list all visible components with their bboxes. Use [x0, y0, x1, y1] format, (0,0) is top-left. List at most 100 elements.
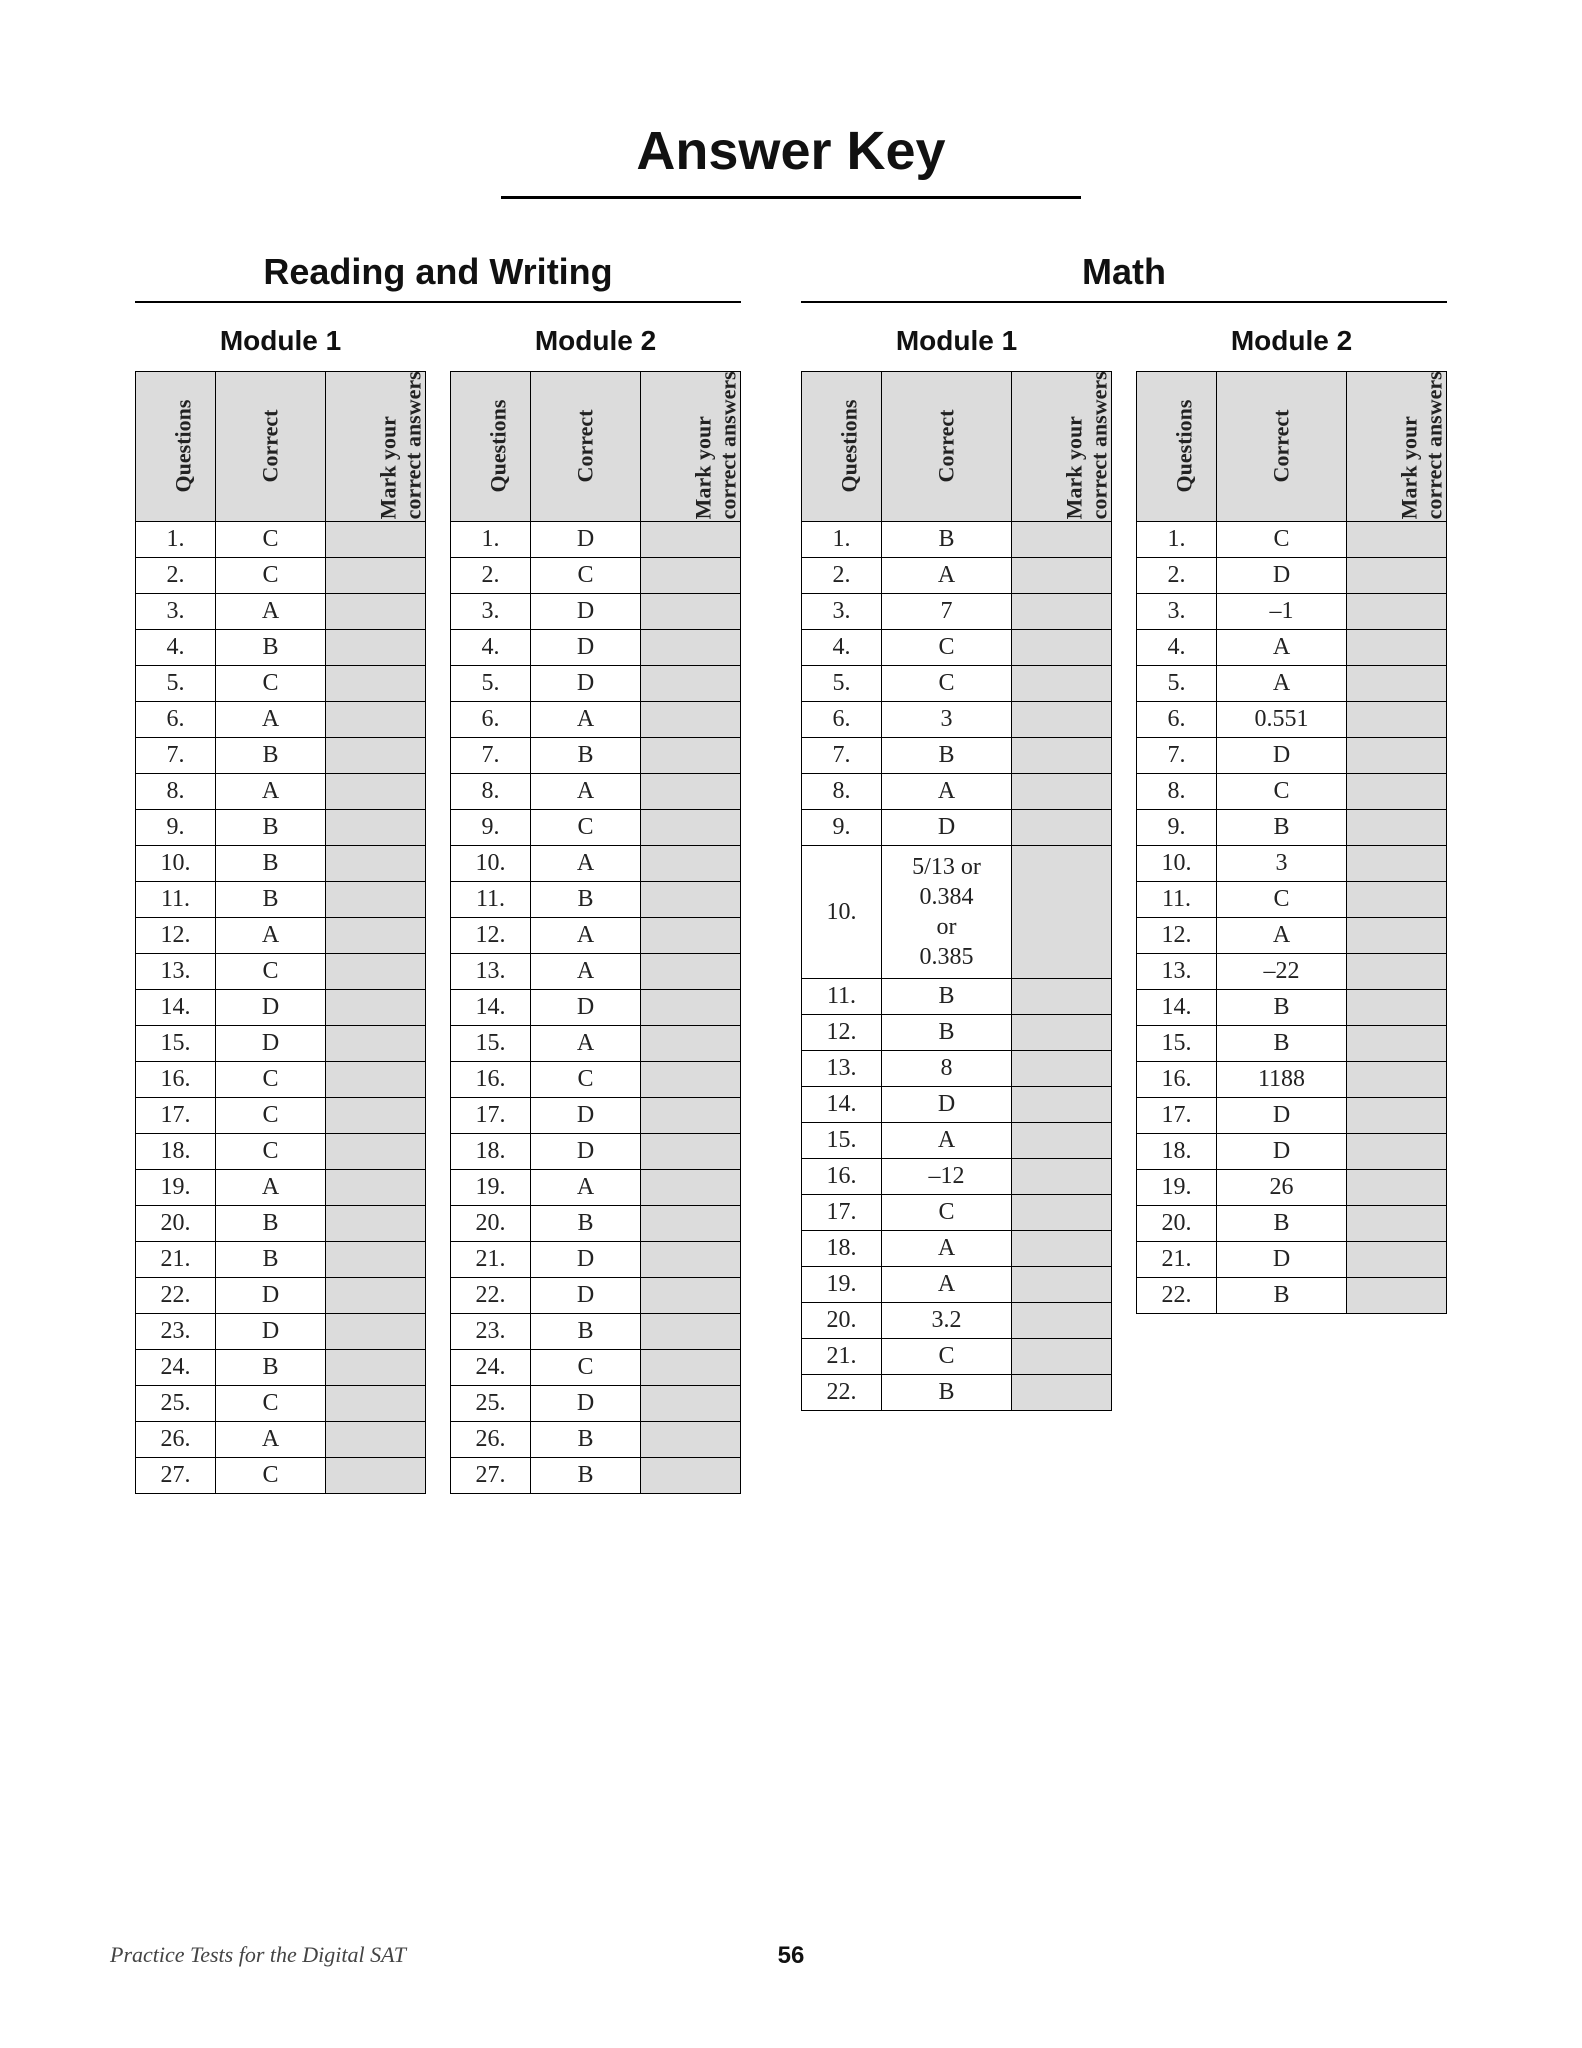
- cell-mark-answer[interactable]: [1012, 702, 1112, 738]
- cell-mark-answer[interactable]: [326, 1314, 426, 1350]
- cell-mark-answer[interactable]: [326, 630, 426, 666]
- cell-mark-answer[interactable]: [1347, 1134, 1447, 1170]
- cell-mark-answer[interactable]: [641, 954, 741, 990]
- cell-mark-answer[interactable]: [641, 1170, 741, 1206]
- cell-mark-answer[interactable]: [1347, 990, 1447, 1026]
- cell-mark-answer[interactable]: [1012, 666, 1112, 702]
- cell-mark-answer[interactable]: [326, 522, 426, 558]
- cell-mark-answer[interactable]: [1012, 558, 1112, 594]
- cell-mark-answer[interactable]: [1012, 1339, 1112, 1375]
- cell-mark-answer[interactable]: [326, 1062, 426, 1098]
- cell-mark-answer[interactable]: [1012, 810, 1112, 846]
- cell-mark-answer[interactable]: [1347, 846, 1447, 882]
- cell-mark-answer[interactable]: [326, 1350, 426, 1386]
- cell-mark-answer[interactable]: [1012, 774, 1112, 810]
- cell-mark-answer[interactable]: [1347, 594, 1447, 630]
- cell-mark-answer[interactable]: [641, 1458, 741, 1494]
- cell-mark-answer[interactable]: [641, 774, 741, 810]
- cell-mark-answer[interactable]: [1347, 774, 1447, 810]
- cell-mark-answer[interactable]: [1347, 666, 1447, 702]
- cell-mark-answer[interactable]: [1012, 1267, 1112, 1303]
- cell-mark-answer[interactable]: [1012, 1159, 1112, 1195]
- cell-mark-answer[interactable]: [326, 1134, 426, 1170]
- cell-mark-answer[interactable]: [1012, 979, 1112, 1015]
- cell-mark-answer[interactable]: [641, 1098, 741, 1134]
- cell-mark-answer[interactable]: [326, 1422, 426, 1458]
- cell-mark-answer[interactable]: [641, 666, 741, 702]
- cell-mark-answer[interactable]: [1347, 1278, 1447, 1314]
- cell-mark-answer[interactable]: [326, 1170, 426, 1206]
- cell-mark-answer[interactable]: [641, 594, 741, 630]
- cell-mark-answer[interactable]: [1347, 1170, 1447, 1206]
- cell-mark-answer[interactable]: [326, 954, 426, 990]
- cell-mark-answer[interactable]: [1347, 1242, 1447, 1278]
- cell-mark-answer[interactable]: [641, 918, 741, 954]
- cell-mark-answer[interactable]: [1012, 1087, 1112, 1123]
- cell-mark-answer[interactable]: [641, 630, 741, 666]
- cell-mark-answer[interactable]: [641, 738, 741, 774]
- cell-mark-answer[interactable]: [326, 1098, 426, 1134]
- cell-mark-answer[interactable]: [1347, 1062, 1447, 1098]
- cell-mark-answer[interactable]: [1012, 738, 1112, 774]
- cell-mark-answer[interactable]: [1012, 1375, 1112, 1411]
- cell-mark-answer[interactable]: [1347, 1098, 1447, 1134]
- cell-mark-answer[interactable]: [1012, 1303, 1112, 1339]
- cell-mark-answer[interactable]: [326, 1386, 426, 1422]
- cell-mark-answer[interactable]: [326, 810, 426, 846]
- cell-mark-answer[interactable]: [1347, 918, 1447, 954]
- cell-mark-answer[interactable]: [641, 846, 741, 882]
- cell-mark-answer[interactable]: [641, 1134, 741, 1170]
- cell-mark-answer[interactable]: [1012, 1051, 1112, 1087]
- cell-mark-answer[interactable]: [1347, 1026, 1447, 1062]
- table-row: 20.3.2: [802, 1303, 1112, 1339]
- cell-mark-answer[interactable]: [326, 918, 426, 954]
- cell-mark-answer[interactable]: [326, 1206, 426, 1242]
- cell-mark-answer[interactable]: [326, 702, 426, 738]
- cell-mark-answer[interactable]: [326, 666, 426, 702]
- cell-mark-answer[interactable]: [641, 1350, 741, 1386]
- cell-mark-answer[interactable]: [326, 990, 426, 1026]
- cell-mark-answer[interactable]: [326, 1026, 426, 1062]
- cell-mark-answer[interactable]: [326, 594, 426, 630]
- cell-mark-answer[interactable]: [641, 1062, 741, 1098]
- cell-mark-answer[interactable]: [641, 1242, 741, 1278]
- cell-mark-answer[interactable]: [1012, 846, 1112, 979]
- cell-mark-answer[interactable]: [326, 882, 426, 918]
- cell-mark-answer[interactable]: [641, 1206, 741, 1242]
- cell-mark-answer[interactable]: [326, 738, 426, 774]
- cell-mark-answer[interactable]: [1012, 1231, 1112, 1267]
- cell-mark-answer[interactable]: [326, 1278, 426, 1314]
- cell-mark-answer[interactable]: [641, 1422, 741, 1458]
- cell-mark-answer[interactable]: [641, 1026, 741, 1062]
- cell-mark-answer[interactable]: [326, 1242, 426, 1278]
- cell-mark-answer[interactable]: [641, 810, 741, 846]
- cell-mark-answer[interactable]: [1012, 522, 1112, 558]
- cell-mark-answer[interactable]: [641, 1278, 741, 1314]
- cell-mark-answer[interactable]: [641, 990, 741, 1026]
- cell-mark-answer[interactable]: [1012, 630, 1112, 666]
- cell-mark-answer[interactable]: [1012, 1123, 1112, 1159]
- cell-mark-answer[interactable]: [326, 846, 426, 882]
- cell-mark-answer[interactable]: [1347, 882, 1447, 918]
- cell-mark-answer[interactable]: [641, 882, 741, 918]
- cell-mark-answer[interactable]: [1347, 558, 1447, 594]
- cell-mark-answer[interactable]: [1347, 810, 1447, 846]
- cell-mark-answer[interactable]: [326, 774, 426, 810]
- table-row: 17.D: [451, 1098, 741, 1134]
- cell-mark-answer[interactable]: [641, 702, 741, 738]
- cell-mark-answer[interactable]: [1347, 630, 1447, 666]
- cell-mark-answer[interactable]: [641, 1314, 741, 1350]
- cell-mark-answer[interactable]: [326, 1458, 426, 1494]
- cell-mark-answer[interactable]: [326, 558, 426, 594]
- cell-mark-answer[interactable]: [1012, 1195, 1112, 1231]
- cell-mark-answer[interactable]: [1347, 522, 1447, 558]
- cell-mark-answer[interactable]: [1012, 594, 1112, 630]
- cell-mark-answer[interactable]: [641, 1386, 741, 1422]
- cell-mark-answer[interactable]: [1012, 1015, 1112, 1051]
- cell-mark-answer[interactable]: [641, 558, 741, 594]
- cell-mark-answer[interactable]: [641, 522, 741, 558]
- cell-mark-answer[interactable]: [1347, 1206, 1447, 1242]
- cell-mark-answer[interactable]: [1347, 954, 1447, 990]
- cell-mark-answer[interactable]: [1347, 738, 1447, 774]
- cell-mark-answer[interactable]: [1347, 702, 1447, 738]
